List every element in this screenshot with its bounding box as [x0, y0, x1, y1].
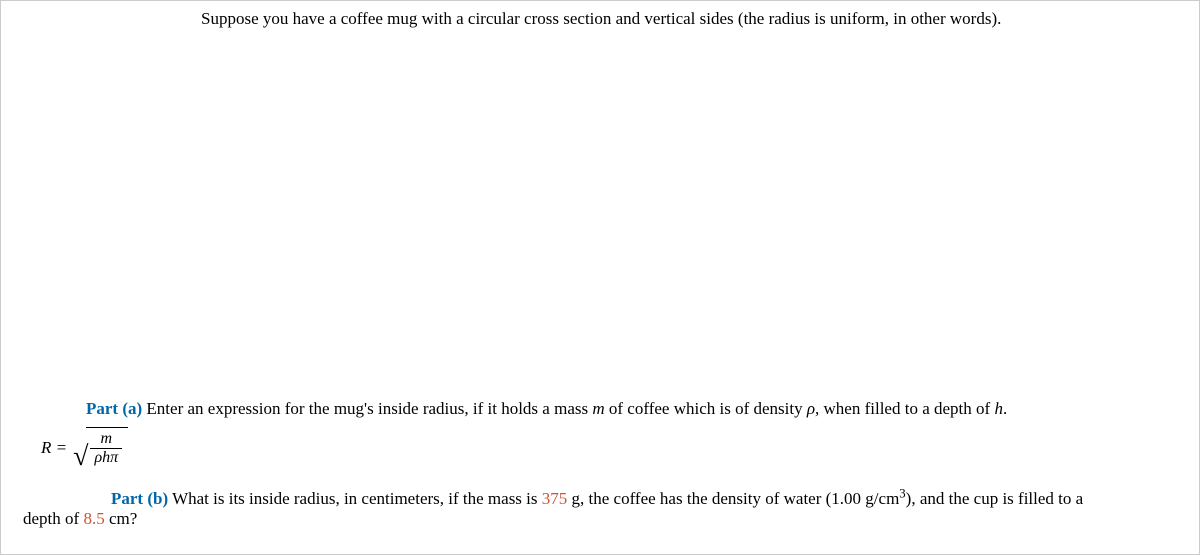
fraction: m ρhπ — [90, 430, 122, 467]
sqrt-body: m ρhπ — [86, 427, 128, 469]
problem-container: Suppose you have a coffee mug with a cir… — [0, 0, 1200, 555]
mass-variable: m — [592, 399, 604, 418]
part-a-section: Part (a) Enter an expression for the mug… — [86, 399, 1179, 419]
sqrt-symbol: √ — [73, 443, 88, 471]
part-b-line2-2: cm? — [105, 509, 138, 528]
fraction-numerator: m — [97, 430, 117, 448]
rho-variable: ρ — [807, 399, 815, 418]
part-b-line2: depth of 8.5 cm? — [23, 509, 1179, 529]
equation-R: R = √ m ρhπ — [41, 427, 1179, 469]
part-b-prompt-2: g, the coffee has the density of water (… — [567, 489, 899, 508]
part-a-prompt-1: Enter an expression for the mug's inside… — [146, 399, 592, 418]
equation-lhs: R = — [41, 438, 67, 458]
part-a-prompt-2: of coffee which is of density — [605, 399, 807, 418]
part-a-prompt-3: , when filled to a depth of — [815, 399, 994, 418]
intro-content: Suppose you have a coffee mug with a cir… — [201, 9, 1001, 28]
fraction-denominator: ρhπ — [90, 449, 122, 467]
part-a-prompt-4: . — [1003, 399, 1007, 418]
intro-text: Suppose you have a coffee mug with a cir… — [201, 9, 1179, 29]
spacer — [21, 29, 1179, 399]
part-b-label: Part (b) — [111, 489, 168, 508]
part-b-prompt-1: What is its inside radius, in centimeter… — [172, 489, 542, 508]
part-b-line2-1: depth of — [23, 509, 83, 528]
h-variable: h — [994, 399, 1003, 418]
part-b-section: Part (b) What is its inside radius, in c… — [111, 489, 1179, 509]
mass-value: 375 — [542, 489, 568, 508]
depth-value: 8.5 — [83, 509, 104, 528]
part-a-label: Part (a) — [86, 399, 142, 418]
part-b-prompt-3: ), and the cup is filled to a — [906, 489, 1084, 508]
sqrt-expression: √ m ρhπ — [73, 427, 128, 469]
